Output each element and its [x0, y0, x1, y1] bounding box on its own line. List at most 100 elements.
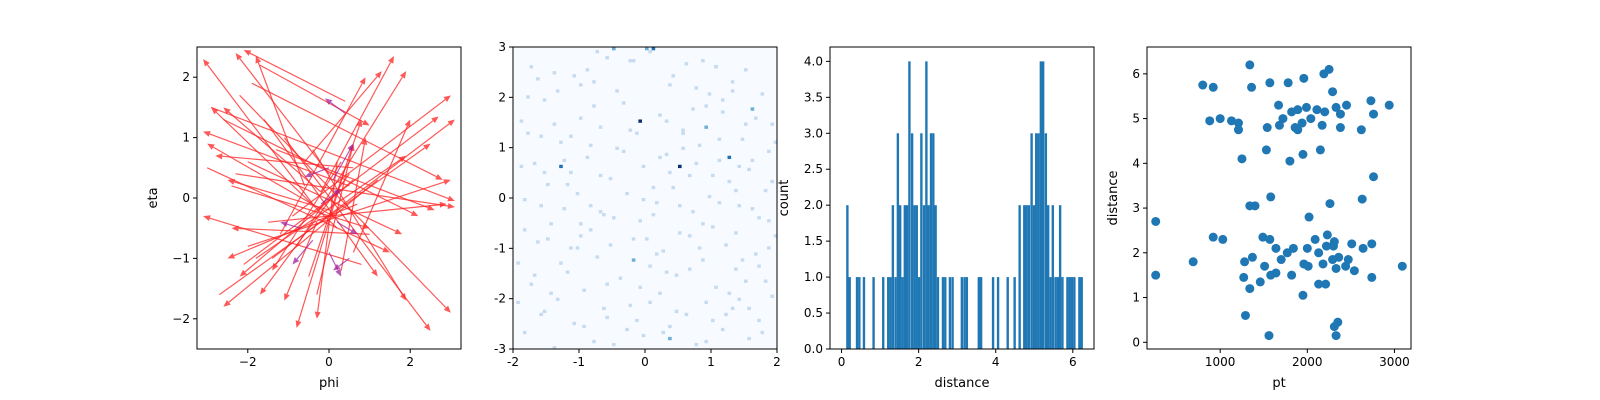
histogram-bar — [951, 277, 954, 349]
heatmap-cell — [608, 176, 613, 181]
heatmap-cell — [555, 89, 560, 93]
histogram-bar — [1049, 277, 1052, 349]
histogram-bar — [1066, 277, 1069, 349]
heatmap-cell — [753, 252, 758, 256]
scatter-point — [1255, 277, 1265, 287]
scatter-point — [1258, 232, 1268, 242]
heatmap-cell — [555, 297, 560, 301]
histogram-bar — [1013, 277, 1016, 349]
histogram-bar — [905, 205, 909, 349]
scatter-point — [1369, 109, 1379, 119]
heatmap-cell — [605, 282, 609, 286]
histogram-bar — [1039, 61, 1043, 349]
arrow — [352, 119, 411, 253]
y-tick-label: 3 — [498, 40, 506, 54]
histogram-bar — [913, 205, 916, 349]
heatmap-cell — [631, 59, 636, 63]
scatter-points — [1151, 60, 1407, 341]
arrow — [280, 221, 301, 229]
y-tick-label: 4 — [1132, 156, 1140, 170]
scatter-point — [1328, 87, 1338, 97]
axes-frame — [829, 46, 1095, 350]
arrow — [239, 94, 451, 313]
heatmap-cell — [526, 131, 530, 135]
heatmap-cell — [760, 92, 765, 96]
heatmap-cell — [546, 237, 550, 241]
histogram-bar — [920, 133, 923, 349]
histogram-bar — [979, 277, 983, 349]
histogram-bar — [1027, 205, 1031, 349]
heatmap-cell — [588, 204, 593, 208]
heatmap-cell — [595, 255, 600, 259]
scatter-point — [1357, 194, 1367, 204]
heatmap-cell — [678, 164, 682, 169]
histogram-bar — [910, 133, 914, 349]
histogram-panel: 0 2 4 6 0.0 0.5 1.0 1.5 2.0 2.5 3.0 3.5 4.0 distance c… — [777, 46, 1095, 391]
histogram-bar — [1044, 133, 1048, 349]
heatmap-cell — [595, 50, 600, 54]
scatter-point — [1285, 156, 1295, 166]
x-tick-label: 0 — [838, 355, 846, 369]
heatmap-cell — [720, 98, 725, 102]
histogram-bar — [944, 277, 947, 349]
scatter-point — [1287, 270, 1297, 280]
heatmap-cell — [641, 198, 646, 202]
heatmap-cell — [565, 270, 570, 274]
heatmap-cell — [753, 116, 758, 120]
scatter-point — [1208, 232, 1218, 242]
histogram-bar — [855, 277, 859, 349]
arrow — [295, 71, 407, 247]
heatmap-cell — [678, 204, 682, 208]
heatmap-cell — [694, 161, 699, 166]
arrow — [206, 167, 390, 253]
heatmap-cell — [674, 273, 679, 277]
heatmap-cell — [532, 161, 537, 166]
histogram-bar — [894, 277, 897, 349]
scatter-point — [1314, 248, 1324, 258]
heatmap-cell — [664, 270, 669, 274]
heatmap-cell — [625, 327, 629, 332]
x-axis-label: phi — [319, 376, 339, 391]
heatmap-cell — [542, 98, 547, 102]
heatmap-cell — [734, 267, 738, 271]
histogram-bar — [896, 133, 900, 349]
histogram-bar — [948, 277, 952, 349]
arrow-group — [203, 50, 455, 331]
heatmap-cell — [592, 339, 596, 344]
arrow — [279, 77, 366, 235]
y-tick-label: 2 — [498, 90, 506, 104]
heatmap-cell — [734, 188, 738, 193]
scatter-point — [1315, 145, 1325, 155]
heatmap-cell — [628, 128, 633, 132]
scatter-point — [1331, 331, 1341, 341]
scatter-point — [1367, 272, 1377, 282]
histogram-bar — [1018, 205, 1021, 349]
y-tick-label: 3.0 — [804, 126, 823, 140]
y-tick-label: 0 — [498, 191, 506, 205]
scatter-point — [1331, 263, 1341, 273]
heatmap-cell — [767, 149, 771, 153]
heatmap-cell — [681, 146, 685, 150]
scatter-point — [1265, 234, 1275, 244]
heatmap-cell — [575, 246, 580, 250]
arrow — [215, 153, 354, 169]
y-tick-label: -1 — [494, 241, 506, 255]
scatter-point — [1341, 261, 1351, 271]
heatmap-cell — [658, 113, 662, 117]
scatter-point — [1271, 243, 1281, 253]
arrow — [235, 53, 330, 175]
x-axis-label: distance — [934, 376, 989, 391]
heatmap-cell — [575, 191, 580, 196]
histogram-bar — [1023, 205, 1026, 349]
heatmap-cell — [648, 300, 652, 304]
heatmap-cell — [522, 228, 527, 232]
scatter-point — [1369, 172, 1379, 182]
histogram-bar — [941, 277, 945, 349]
histogram-bar — [1070, 277, 1074, 349]
heatmap-cell — [552, 122, 557, 126]
heatmap-cell — [757, 264, 761, 268]
heatmap-cell — [539, 134, 543, 138]
scatter-point — [1306, 114, 1316, 124]
heatmap-cell — [770, 179, 774, 184]
y-tick-label: 1.0 — [804, 270, 823, 284]
